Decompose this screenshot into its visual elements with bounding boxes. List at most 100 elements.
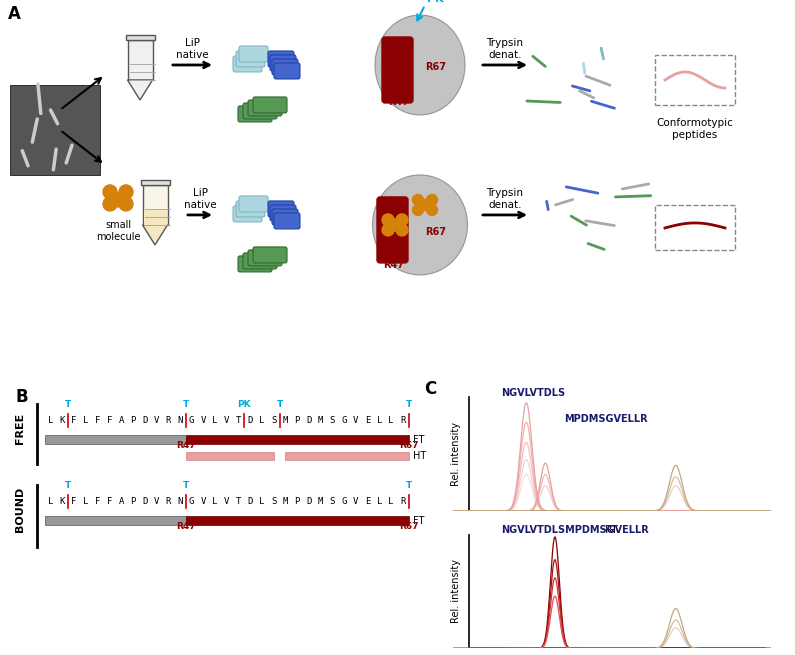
- Bar: [186, 516, 409, 525]
- FancyBboxPatch shape: [270, 55, 296, 71]
- Text: A: A: [8, 5, 21, 23]
- Text: L: L: [48, 496, 53, 506]
- Text: N: N: [177, 496, 183, 506]
- Circle shape: [382, 224, 394, 236]
- Text: T: T: [405, 481, 412, 490]
- FancyBboxPatch shape: [239, 46, 268, 62]
- Bar: [141, 180, 169, 185]
- Circle shape: [396, 214, 408, 226]
- Text: V: V: [153, 496, 159, 506]
- Text: B: B: [16, 388, 29, 406]
- Text: E: E: [365, 496, 370, 506]
- FancyBboxPatch shape: [377, 197, 408, 263]
- FancyBboxPatch shape: [274, 213, 300, 229]
- Text: L: L: [83, 496, 88, 506]
- Text: T: T: [183, 400, 188, 409]
- Text: R67: R67: [399, 522, 418, 531]
- Text: R67: R67: [425, 62, 446, 72]
- Text: RT: RT: [605, 525, 619, 534]
- Circle shape: [119, 197, 133, 211]
- Text: D: D: [142, 416, 147, 425]
- FancyBboxPatch shape: [272, 209, 298, 225]
- Bar: [45, 436, 186, 444]
- Bar: [126, 35, 154, 40]
- Text: G: G: [189, 416, 194, 425]
- Text: Conformotypic
peptides: Conformotypic peptides: [657, 118, 734, 140]
- Bar: [655, 205, 735, 250]
- Text: P: P: [294, 416, 300, 425]
- Text: F: F: [95, 496, 100, 506]
- Text: K: K: [60, 496, 65, 506]
- Text: F: F: [95, 416, 100, 425]
- Text: S: S: [330, 416, 335, 425]
- Text: V: V: [224, 496, 230, 506]
- FancyBboxPatch shape: [268, 51, 294, 67]
- FancyBboxPatch shape: [236, 51, 265, 67]
- Bar: [45, 516, 186, 525]
- Text: V: V: [224, 416, 230, 425]
- Bar: [285, 451, 409, 460]
- Text: F: F: [107, 416, 112, 425]
- Polygon shape: [142, 225, 168, 245]
- Text: R: R: [400, 416, 405, 425]
- FancyBboxPatch shape: [253, 97, 287, 113]
- Circle shape: [420, 199, 431, 210]
- FancyBboxPatch shape: [233, 206, 262, 222]
- Bar: [186, 436, 409, 444]
- Text: R47: R47: [176, 522, 196, 531]
- FancyBboxPatch shape: [270, 205, 296, 221]
- Text: T: T: [236, 416, 241, 425]
- Text: T: T: [65, 481, 72, 490]
- Text: K: K: [60, 416, 65, 425]
- Circle shape: [103, 185, 117, 199]
- FancyBboxPatch shape: [243, 253, 277, 269]
- Text: L: L: [377, 416, 382, 425]
- Text: R47: R47: [383, 260, 404, 270]
- Text: L: L: [212, 496, 218, 506]
- Text: M: M: [318, 416, 324, 425]
- Text: NGVLVTDLSMPDMSGVELLR: NGVLVTDLSMPDMSGVELLR: [501, 525, 649, 535]
- Text: Rel. intensity: Rel. intensity: [452, 422, 461, 486]
- FancyBboxPatch shape: [238, 256, 272, 272]
- FancyBboxPatch shape: [243, 103, 277, 119]
- Bar: [144, 210, 166, 225]
- Text: A: A: [118, 416, 124, 425]
- Text: P: P: [130, 496, 135, 506]
- Text: L: L: [377, 496, 382, 506]
- Text: F: F: [107, 496, 112, 506]
- Text: M: M: [318, 496, 324, 506]
- Circle shape: [426, 195, 437, 206]
- Text: F: F: [72, 416, 77, 425]
- Text: FT: FT: [413, 435, 425, 445]
- Text: F: F: [72, 496, 77, 506]
- Text: T: T: [405, 400, 412, 409]
- Text: V: V: [353, 496, 359, 506]
- Text: V: V: [200, 496, 206, 506]
- Text: MPDMSGVELLR: MPDMSGVELLR: [564, 414, 648, 424]
- Text: G: G: [341, 416, 347, 425]
- Text: D: D: [247, 416, 253, 425]
- FancyBboxPatch shape: [272, 59, 298, 75]
- Text: S: S: [271, 416, 277, 425]
- Text: NGVLVTDLS: NGVLVTDLS: [501, 388, 565, 398]
- Text: T: T: [236, 496, 241, 506]
- Text: R67: R67: [425, 227, 446, 237]
- Text: V: V: [353, 416, 359, 425]
- Text: V: V: [200, 416, 206, 425]
- Text: R: R: [165, 496, 171, 506]
- Text: A: A: [118, 496, 124, 506]
- FancyBboxPatch shape: [248, 100, 282, 116]
- Bar: [10, 85, 100, 175]
- Text: D: D: [306, 416, 312, 425]
- Text: L: L: [259, 496, 265, 506]
- Text: P: P: [294, 496, 300, 506]
- FancyBboxPatch shape: [253, 247, 287, 263]
- Text: R: R: [400, 496, 405, 506]
- Text: D: D: [247, 496, 253, 506]
- Circle shape: [382, 214, 394, 226]
- FancyBboxPatch shape: [233, 56, 262, 72]
- Circle shape: [119, 185, 133, 199]
- Circle shape: [389, 219, 401, 231]
- Text: M: M: [283, 496, 288, 506]
- Text: G: G: [341, 496, 347, 506]
